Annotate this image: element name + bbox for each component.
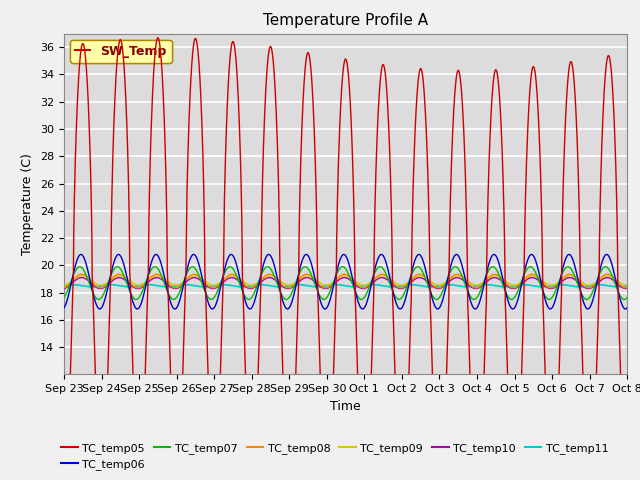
Legend: SW_Temp: SW_Temp [70, 40, 172, 63]
Legend: TC_temp05, TC_temp06, TC_temp07, TC_temp08, TC_temp09, TC_temp10, TC_temp11: TC_temp05, TC_temp06, TC_temp07, TC_temp… [57, 438, 613, 474]
X-axis label: Time: Time [330, 400, 361, 413]
Y-axis label: Temperature (C): Temperature (C) [22, 153, 35, 255]
Title: Temperature Profile A: Temperature Profile A [263, 13, 428, 28]
